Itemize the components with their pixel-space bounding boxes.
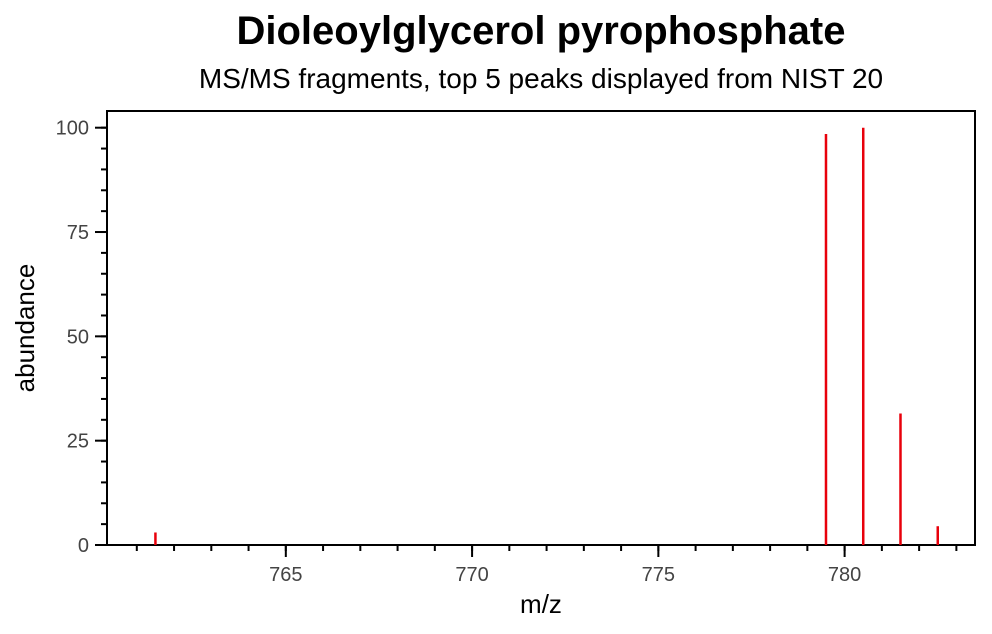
chart-subtitle: MS/MS fragments, top 5 peaks displayed f… (199, 63, 883, 94)
y-axis-label: abundance (10, 264, 40, 393)
axis-ticks: 765 770 775 780 0 25 50 75 100 (56, 118, 958, 586)
x-tick-label: 770 (455, 564, 488, 586)
y-tick-label: 0 (78, 535, 89, 557)
peak-series (154, 127, 939, 545)
x-tick-label: 765 (269, 564, 302, 586)
y-tick-label: 75 (67, 222, 89, 244)
y-tick-label: 25 (67, 431, 89, 453)
plot-frame (106, 110, 976, 546)
x-axis-label: m/z (520, 589, 562, 619)
y-tick-label: 50 (67, 326, 89, 348)
x-tick-label: 780 (828, 564, 861, 586)
y-tick-label: 100 (56, 118, 89, 140)
x-tick-label: 775 (642, 564, 675, 586)
chart-title: Dioleoylglycerol pyrophosphate (236, 9, 845, 53)
